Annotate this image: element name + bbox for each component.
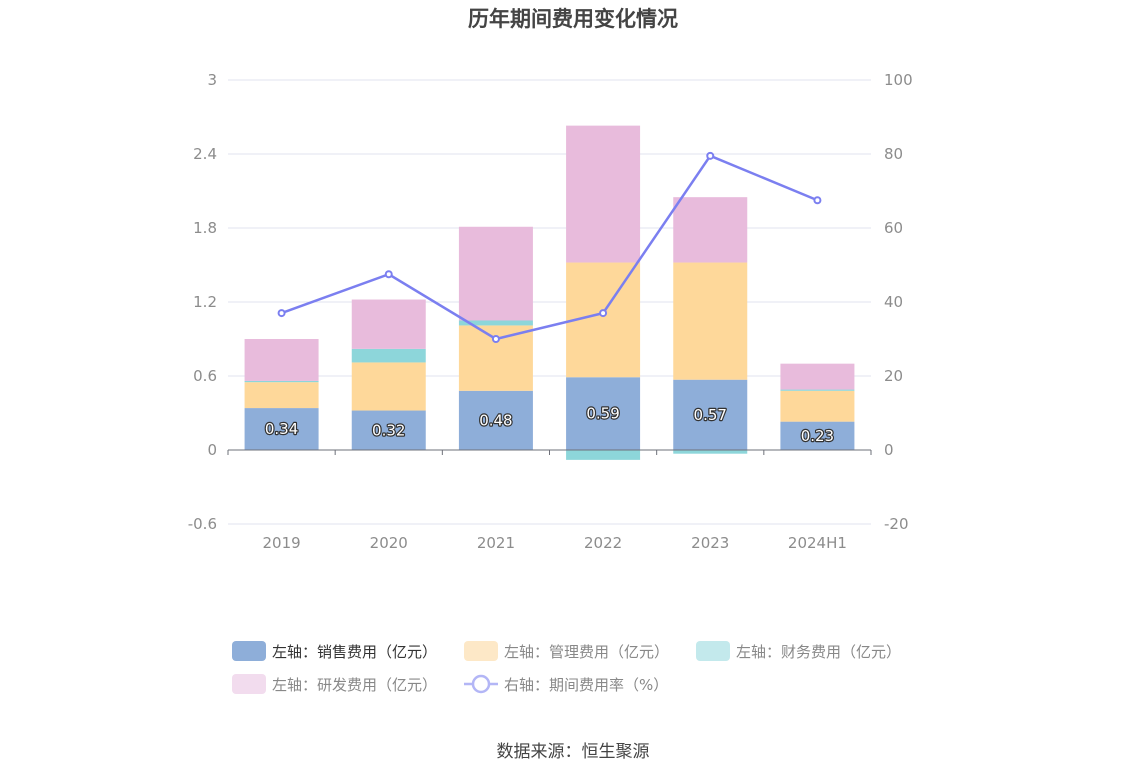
legend-label: 左轴：财务费用（亿元）: [736, 643, 901, 661]
bar-segment: [351, 410, 426, 450]
rate-point: [491, 335, 500, 343]
rate-point: [277, 309, 286, 318]
legend[interactable]: 左轴：销售费用（亿元） 左轴：管理费用（亿元） 左轴：财务费用（亿元） 左轴：研发费用…: [232, 641, 901, 694]
x-tick-label: 2021: [477, 534, 515, 552]
bar-data-label: 0.32: [372, 421, 405, 439]
legend-item[interactable]: 左轴：研发费用（亿元）: [232, 674, 437, 694]
bar-segment: [351, 348, 426, 363]
right-axis-ticks: -20 0 20 40 60 80 100: [884, 71, 913, 533]
bar-segment: [673, 197, 748, 263]
legend-label: 右轴：期间费用率（%）: [504, 676, 668, 694]
bar-segment: [458, 226, 533, 321]
rate-point: [706, 151, 715, 160]
bar-data-labels: 0.34 0.32 0.48 0.59 0.57 0.23: [264, 403, 836, 446]
bar-segment: [458, 320, 533, 326]
left-tick-label: 3: [207, 71, 217, 89]
legend-label: 左轴：管理费用（亿元）: [504, 643, 669, 661]
bar-segment: [780, 363, 855, 390]
bar-data-label: 0.59: [586, 405, 619, 423]
rate-point: [599, 309, 608, 318]
rate-point: [813, 196, 822, 205]
line-series: [277, 151, 822, 343]
chart-title: 历年期间费用变化情况: [468, 7, 678, 31]
legend-swatch: [232, 674, 266, 694]
left-axis-ticks: -0.6 0 0.6 1.2 1.8 2.4 3: [188, 71, 217, 533]
rate-line: [281, 154, 818, 341]
right-tick-label: 60: [884, 219, 903, 237]
left-tick-label: 1.2: [193, 293, 217, 311]
bar-segment: [351, 299, 426, 349]
x-tick-label: 2022: [584, 534, 622, 552]
bar-segment: [566, 125, 641, 263]
rate-point: [384, 270, 393, 279]
bar-segment: [351, 362, 426, 411]
bar-segment: [244, 408, 319, 450]
legend-item[interactable]: 左轴：销售费用（亿元）: [232, 641, 437, 661]
legend-item[interactable]: 右轴：期间费用率（%）: [464, 674, 668, 694]
x-tick-label: 2019: [262, 534, 300, 552]
bar-segment: [566, 450, 641, 460]
source-note: 数据来源：恒生聚源: [497, 742, 650, 762]
bar-segment: [566, 377, 641, 450]
right-tick-label: 80: [884, 145, 903, 163]
right-tick-label: 40: [884, 293, 903, 311]
bar-segment: [673, 262, 748, 380]
legend-swatch: [696, 641, 730, 661]
bar-segment: [780, 389, 855, 391]
legend-item[interactable]: 左轴：财务费用（亿元）: [696, 641, 901, 661]
bar-segment: [244, 339, 319, 381]
right-tick-label: 100: [884, 71, 913, 89]
bar-segment: [673, 450, 748, 454]
legend-label: 左轴：销售费用（亿元）: [272, 643, 437, 661]
legend-swatch: [464, 641, 498, 661]
bar-segment: [780, 390, 855, 422]
x-axis-ticks: 2019 2020 2021 2022 2023 2024H1: [262, 534, 846, 552]
x-tick-label: 2024H1: [788, 534, 847, 552]
grid-lines: [228, 79, 871, 525]
left-tick-label: 2.4: [193, 145, 217, 163]
bar-segment: [780, 421, 855, 450]
left-tick-label: 0.6: [193, 367, 217, 385]
x-axis-line: [227, 449, 872, 455]
legend-label: 左轴：研发费用（亿元）: [272, 676, 437, 694]
bar-data-label: 0.34: [265, 420, 298, 438]
legend-marker: [471, 674, 491, 694]
bar-segment: [244, 380, 319, 383]
right-tick-label: 20: [884, 367, 903, 385]
right-tick-label: -20: [884, 515, 909, 533]
left-tick-label: -0.6: [188, 515, 217, 533]
bar-segment: [244, 382, 319, 409]
left-tick-label: 1.8: [193, 219, 217, 237]
left-tick-label: 0: [207, 441, 217, 459]
bar-data-label: 0.23: [801, 427, 834, 445]
bar-data-label: 0.57: [694, 406, 727, 424]
bar-segment: [673, 379, 748, 450]
legend-swatch: [232, 641, 266, 661]
legend-item[interactable]: 左轴：管理费用（亿元）: [464, 641, 669, 661]
x-tick-label: 2020: [370, 534, 408, 552]
x-tick-label: 2023: [691, 534, 729, 552]
bar-data-label: 0.48: [479, 411, 512, 429]
right-tick-label: 0: [884, 441, 894, 459]
bar-segment: [458, 390, 533, 450]
